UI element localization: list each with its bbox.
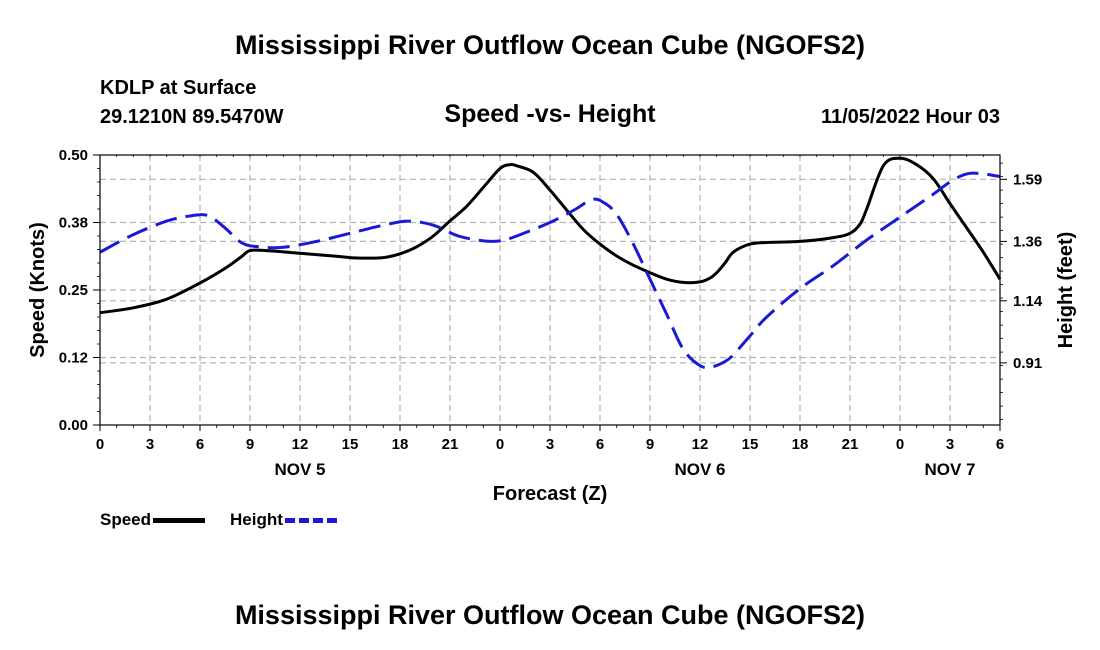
x-axis-label: Forecast (Z) — [493, 483, 607, 505]
x-tick-label: 3 — [546, 436, 554, 453]
x-tick-label: 18 — [792, 436, 809, 453]
footer-title: Mississippi River Outflow Ocean Cube (NG… — [234, 600, 866, 630]
day-label: NOV 6 — [674, 460, 725, 479]
x-tick-label: 15 — [342, 436, 359, 453]
y-left-tick-label: 0.38 — [59, 215, 88, 232]
y-right-tick-label: 0.91 — [1013, 355, 1042, 372]
plot-frame — [99, 154, 1001, 426]
day-label: NOV 5 — [274, 460, 325, 479]
x-tick-label: 0 — [96, 436, 104, 453]
chart-subtitle: Speed -vs- Height — [444, 100, 656, 128]
series-line-speed — [99, 156, 1002, 315]
x-tick-label: 3 — [146, 436, 154, 453]
x-tick-label: 0 — [896, 436, 904, 453]
x-tick-label: 0 — [496, 436, 504, 453]
x-tick-label: 6 — [196, 436, 204, 453]
y-right-tick-label: 1.36 — [1013, 233, 1042, 250]
y-axis-right-label: Height (feet) — [1055, 232, 1077, 349]
chart-title: Mississippi River Outflow Ocean Cube (NG… — [234, 30, 866, 60]
x-tick-label: 9 — [246, 436, 254, 453]
x-tick-label: 21 — [842, 436, 859, 453]
y-left-tick-label: 0.00 — [59, 417, 88, 434]
y-axis-left-label: Speed (Knots) — [27, 222, 49, 358]
axis-labels: 0 3 6 9 12 15 18 21 0 3 6 9 12 15 18 21 0 3 6 NOV 5 NOV 6 NOV… — [59, 147, 1043, 479]
x-tick-label: 9 — [646, 436, 654, 453]
x-tick-label: 6 — [996, 436, 1004, 453]
legend-height: Height — [230, 510, 337, 530]
legend-speed-label: Speed — [100, 510, 152, 529]
legend-height-label: Height — [230, 510, 283, 529]
legend-speed: Speed — [100, 510, 206, 530]
x-tick-label: 15 — [742, 436, 759, 453]
day-label: NOV 7 — [924, 460, 975, 479]
y-left-tick-label: 0.12 — [59, 350, 88, 367]
x-tick-label: 12 — [292, 436, 309, 453]
legend-speed-swatch — [153, 517, 206, 523]
station-label: KDLP at Surface — [100, 77, 257, 99]
y-right-tick-label: 1.59 — [1013, 171, 1042, 188]
series-line-height — [99, 171, 1001, 370]
legend-height-swatch — [284, 517, 337, 523]
y-left-tick-label: 0.25 — [59, 282, 88, 299]
x-tick-label: 3 — [946, 436, 954, 453]
x-tick-label: 6 — [596, 436, 604, 453]
series — [99, 156, 1002, 370]
x-tick-label: 21 — [442, 436, 459, 453]
grid — [100, 155, 1000, 425]
forecast-datetime: 11/05/2022 Hour 03 — [820, 106, 1000, 128]
y-left-tick-label: 0.50 — [59, 147, 88, 164]
y-right-tick-label: 1.14 — [1013, 293, 1043, 310]
x-tick-label: 18 — [392, 436, 409, 453]
station-coordinates: 29.1210N 89.5470W — [100, 106, 284, 128]
x-tick-label: 12 — [692, 436, 709, 453]
